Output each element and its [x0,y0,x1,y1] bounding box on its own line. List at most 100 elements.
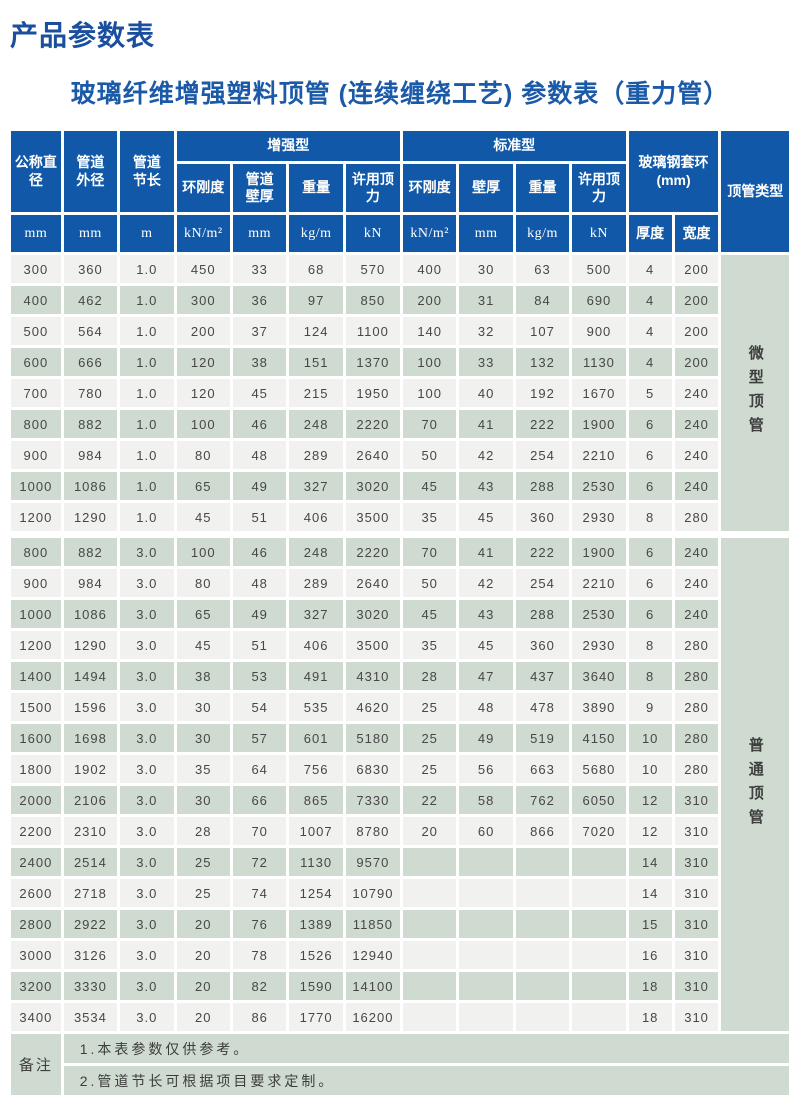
cell: 1290 [63,503,118,531]
cell: 37 [232,317,287,345]
cell: 6 [628,600,672,628]
unit-kn: kN [345,215,400,252]
cell: 64 [232,755,287,783]
cell [515,848,570,876]
cell: 42 [459,441,513,469]
cell: 400 [11,286,61,314]
cell: 300 [11,255,61,283]
cell: 300 [176,286,230,314]
cell: 2600 [11,879,61,907]
cell: 14100 [345,972,400,1000]
cell: 3.0 [120,848,174,876]
pipe-type-label: 普通顶管 [721,538,789,1031]
cell: 437 [515,662,570,690]
cell: 14 [628,848,672,876]
cell: 289 [289,569,343,597]
cell: 1389 [289,910,343,938]
cell: 25 [176,848,230,876]
cell: 254 [515,441,570,469]
cell [402,879,457,907]
page-subtitle: 玻璃纤维增强塑料顶管 (连续缠绕工艺) 参数表（重力管） [70,80,730,108]
cell: 1370 [345,348,400,376]
cell: 850 [345,286,400,314]
cell: 8780 [345,817,400,845]
cell: 1596 [63,693,118,721]
cell [459,910,513,938]
table-row: 1200 1290 3.0 45 51 406 3500 35 45 360 2930 8 280 [11,631,789,659]
cell: 984 [63,569,118,597]
table-row: 400 462 1.0 300 36 97 850 200 31 84 690 4 200 [11,286,789,314]
cell: 25 [402,693,457,721]
cell: 310 [674,972,719,1000]
col-header-collar-thickness: 厚度 [628,215,672,252]
cell: 140 [402,317,457,345]
cell: 1254 [289,879,343,907]
cell: 80 [176,569,230,597]
cell: 248 [289,538,343,566]
cell: 1000 [11,600,61,628]
cell: 2310 [63,817,118,845]
table-row: 2200 2310 3.0 28 70 1007 8780 20 60 866 7020 12 310 [11,817,789,845]
cell: 900 [11,441,61,469]
cell: 30 [176,693,230,721]
cell: 3.0 [120,662,174,690]
cell: 12 [628,786,672,814]
cell: 14 [628,879,672,907]
cell: 49 [232,472,287,500]
col-header-ring-stiffness-r: 环刚度 [176,164,230,212]
cell: 200 [674,255,719,283]
cell: 3500 [345,503,400,531]
cell: 280 [674,503,719,531]
cell: 289 [289,441,343,469]
cell: 3126 [63,941,118,969]
cell: 2200 [11,817,61,845]
cell: 20 [176,941,230,969]
cell: 3330 [63,972,118,1000]
cell: 16 [628,941,672,969]
unit-mm: mm [459,215,513,252]
cell: 535 [289,693,343,721]
cell: 6 [628,441,672,469]
cell: 1007 [289,817,343,845]
table-row: 500 564 1.0 200 37 124 1100 140 32 107 900 4 200 [11,317,789,345]
cell: 9 [628,693,672,721]
cell: 30 [459,255,513,283]
cell: 240 [674,538,719,566]
cell: 53 [232,662,287,690]
cell: 1400 [11,662,61,690]
cell: 41 [459,410,513,438]
cell: 86 [232,1003,287,1031]
cell: 1800 [11,755,61,783]
cell: 35 [402,503,457,531]
cell: 3.0 [120,879,174,907]
cell: 310 [674,910,719,938]
cell: 41 [459,538,513,566]
cell: 25 [176,879,230,907]
unit-kn-m2: kN/m² [402,215,457,252]
cell: 240 [674,410,719,438]
cell: 491 [289,662,343,690]
cell: 20 [176,910,230,938]
cell: 40 [459,379,513,407]
cell: 51 [232,631,287,659]
cell: 65 [176,600,230,628]
notes-label: 备注 [11,1034,61,1095]
cell: 1900 [572,538,626,566]
cell: 3.0 [120,817,174,845]
cell: 38 [232,348,287,376]
cell: 12940 [345,941,400,969]
cell: 46 [232,538,287,566]
cell: 4 [628,317,672,345]
table-row: 600 666 1.0 120 38 151 1370 100 33 132 1130 4 200 [11,348,789,376]
cell: 25 [402,724,457,752]
col-header-weight-s: 重量 [515,164,570,212]
cell: 32 [459,317,513,345]
unit-kg-m: kg/m [289,215,343,252]
cell: 12 [628,817,672,845]
cell: 10 [628,755,672,783]
cell: 3.0 [120,724,174,752]
table-row: 1500 1596 3.0 30 54 535 4620 25 48 478 3890 9 280 [11,693,789,721]
group-header-reinforced: 增强型 [176,131,400,161]
cell [402,972,457,1000]
cell: 49 [232,600,287,628]
